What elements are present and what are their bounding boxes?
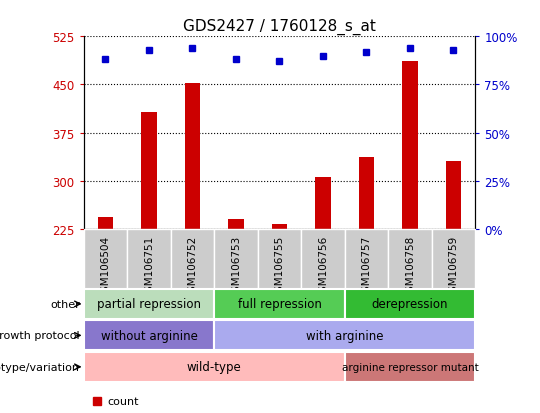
- Bar: [141, 113, 157, 229]
- Bar: [185, 84, 200, 229]
- Bar: [98, 218, 113, 229]
- Bar: [84, 352, 345, 382]
- Bar: [345, 352, 475, 382]
- Bar: [345, 229, 388, 289]
- Title: GDS2427 / 1760128_s_at: GDS2427 / 1760128_s_at: [183, 18, 376, 34]
- Text: GSM106755: GSM106755: [274, 235, 285, 298]
- Text: other: other: [50, 299, 80, 309]
- Text: GSM106751: GSM106751: [144, 235, 154, 298]
- Text: partial repression: partial repression: [97, 298, 201, 311]
- Text: with arginine: with arginine: [306, 329, 383, 342]
- Text: wild-type: wild-type: [187, 361, 241, 373]
- Bar: [359, 157, 374, 229]
- Text: count: count: [107, 396, 139, 406]
- Text: derepression: derepression: [372, 298, 448, 311]
- Bar: [345, 289, 475, 319]
- Bar: [315, 178, 330, 229]
- Text: GSM106504: GSM106504: [100, 235, 111, 298]
- Text: full repression: full repression: [238, 298, 321, 311]
- Bar: [228, 219, 244, 229]
- Bar: [258, 229, 301, 289]
- Bar: [272, 224, 287, 229]
- Text: growth protocol: growth protocol: [0, 330, 80, 341]
- Text: arginine repressor mutant: arginine repressor mutant: [342, 362, 478, 372]
- Bar: [84, 229, 127, 289]
- Text: GSM106756: GSM106756: [318, 235, 328, 298]
- Bar: [402, 62, 417, 229]
- Bar: [84, 289, 214, 319]
- Bar: [301, 229, 345, 289]
- Bar: [127, 229, 171, 289]
- Bar: [214, 320, 475, 351]
- Text: GSM106759: GSM106759: [448, 235, 458, 298]
- Bar: [84, 320, 214, 351]
- Text: GSM106752: GSM106752: [187, 235, 198, 298]
- Text: GSM106753: GSM106753: [231, 235, 241, 298]
- Text: GSM106758: GSM106758: [405, 235, 415, 298]
- Bar: [214, 289, 345, 319]
- Text: GSM106757: GSM106757: [361, 235, 372, 298]
- Text: without arginine: without arginine: [100, 329, 198, 342]
- Bar: [171, 229, 214, 289]
- Bar: [431, 229, 475, 289]
- Text: genotype/variation: genotype/variation: [0, 362, 80, 372]
- Bar: [446, 162, 461, 229]
- Bar: [388, 229, 431, 289]
- Bar: [214, 229, 258, 289]
